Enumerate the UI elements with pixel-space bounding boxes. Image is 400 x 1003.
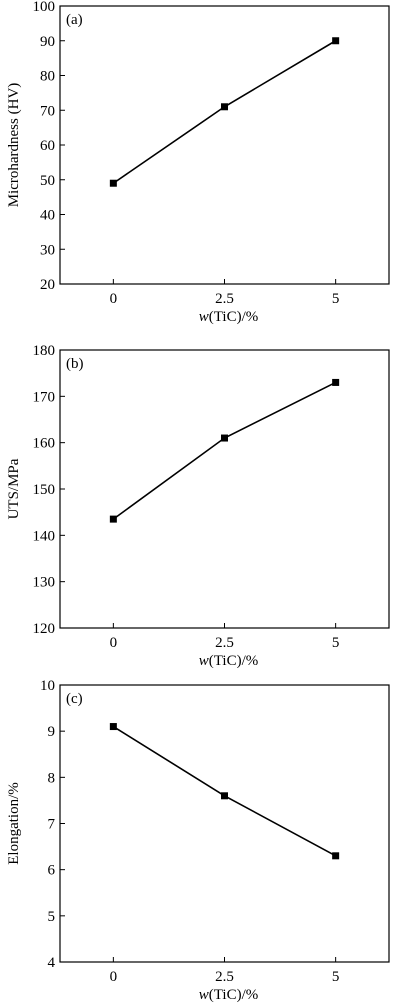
chart-a-y-tick-label-1: 30	[40, 242, 55, 258]
chart-c-y-axis-title: Elongation/%	[6, 782, 22, 865]
chart-c-data-point-0	[109, 723, 117, 731]
chart-c-y-tick-label-6: 10	[40, 678, 55, 694]
chart-c-x-axis-title: w(TiC)/%	[199, 987, 258, 1003]
chart-b-y-tick-label-4: 160	[33, 436, 56, 452]
chart-a-series-line-0	[112, 40, 337, 184]
chart-b-x-tick-label-2: 5	[332, 635, 340, 651]
chart-a-x-tick-label-2: 5	[332, 291, 340, 307]
chart-a-data-point-0	[109, 179, 117, 187]
chart-panel-b: 120 130 140 150 160 170 180 0 2.5 5 w(TiC)/% UTS/MP…	[0, 334, 400, 668]
chart-a-y-tick-label-6: 80	[40, 69, 55, 85]
chart-svg-b: 120 130 140 150 160 170 180 0 2.5 5 w(TiC)/% UTS/MP…	[6, 343, 390, 668]
chart-a-data-point-1	[221, 103, 228, 111]
chart-b-x-axis-title-rest: (TiC)/%	[209, 653, 258, 668]
chart-b-y-tick-label-0: 120	[33, 621, 56, 637]
chart-a-y-tick-label-0: 20	[40, 277, 55, 293]
chart-c-x-axis-title-rest: (TiC)/%	[209, 987, 258, 1003]
chart-c-x-tick-label-0: 0	[110, 969, 118, 985]
chart-c-data-point-2	[332, 852, 340, 860]
chart-panel-a: 20 30 40 50 60 70 80 90 100 0 2.5 5 w(TiC)/% Microhar…	[0, 0, 400, 334]
chart-c-panel-label: (c)	[66, 691, 83, 707]
chart-a-data-point-2	[332, 37, 340, 45]
chart-c-y-tick-label-0: 4	[48, 955, 56, 971]
chart-a-x-axis-title-italic: w	[199, 309, 209, 325]
chart-c-y-tick-label-5: 9	[48, 724, 56, 740]
chart-b-data-point-1	[221, 434, 228, 442]
chart-a-x-axis-title-rest: (TiC)/%	[209, 309, 258, 325]
chart-b-data-point-0	[109, 515, 117, 523]
chart-panel-c: 4 5 6 7 8 9 10 0 2.5 5 w(TiC)/% Elongation/% (c)	[0, 668, 400, 1003]
chart-svg-a: 20 30 40 50 60 70 80 90 100 0 2.5 5 w(TiC)/% Microhar…	[6, 0, 390, 325]
chart-b-plot-frame	[59, 349, 390, 629]
chart-b-y-tick-label-2: 140	[33, 528, 56, 544]
chart-a-x-tick-label-0: 0	[110, 291, 118, 307]
chart-a-panel-label: (a)	[66, 12, 83, 28]
chart-c-data-point-1	[221, 792, 228, 800]
chart-c-y-tick-label-4: 8	[48, 770, 56, 786]
chart-b-y-tick-label-6: 180	[33, 343, 56, 359]
chart-c-y-tick-label-3: 7	[48, 817, 56, 833]
chart-b-y-tick-label-1: 130	[33, 575, 56, 591]
chart-b-y-tick-label-3: 150	[33, 482, 56, 498]
chart-c-x-axis-title-italic: w	[199, 987, 209, 1003]
chart-c-plot-frame	[59, 684, 390, 963]
chart-b-data-point-2	[332, 378, 340, 386]
chart-c-y-tick-label-1: 5	[48, 909, 56, 925]
chart-a-y-tick-label-7: 90	[40, 34, 55, 50]
chart-b-panel-label: (b)	[66, 356, 84, 372]
chart-b-y-tick-label-5: 170	[33, 389, 56, 405]
chart-a-y-tick-label-4: 60	[40, 138, 55, 154]
chart-a-y-tick-label-5: 70	[40, 103, 55, 119]
chart-b-x-axis-title-italic: w	[199, 653, 209, 668]
chart-c-x-tick-label-2: 5	[332, 969, 340, 985]
chart-svg-c: 4 5 6 7 8 9 10 0 2.5 5 w(TiC)/% Elongation/% (c)	[6, 678, 390, 1003]
chart-c-series-line-0	[112, 725, 337, 857]
chart-c-x-tick-label-1: 2.5	[215, 969, 234, 985]
chart-a-y-tick-label-8: 100	[33, 0, 56, 15]
chart-a-y-tick-label-3: 50	[40, 173, 55, 189]
chart-b-y-axis-title: UTS/MPa	[6, 458, 22, 519]
chart-b-x-axis-title: w(TiC)/%	[199, 653, 258, 668]
chart-c-y-tick-label-2: 6	[48, 863, 56, 879]
chart-a-y-tick-label-2: 40	[40, 208, 55, 224]
chart-a-y-axis-title: Microhardness (HV)	[6, 83, 22, 208]
chart-a-plot-frame	[59, 5, 390, 285]
chart-b-x-tick-label-0: 0	[110, 635, 118, 651]
chart-b-x-tick-label-1: 2.5	[215, 635, 234, 651]
chart-b-series-line-0	[112, 381, 337, 520]
chart-a-x-tick-label-1: 2.5	[215, 291, 234, 307]
chart-a-x-axis-title: w(TiC)/%	[199, 309, 258, 325]
